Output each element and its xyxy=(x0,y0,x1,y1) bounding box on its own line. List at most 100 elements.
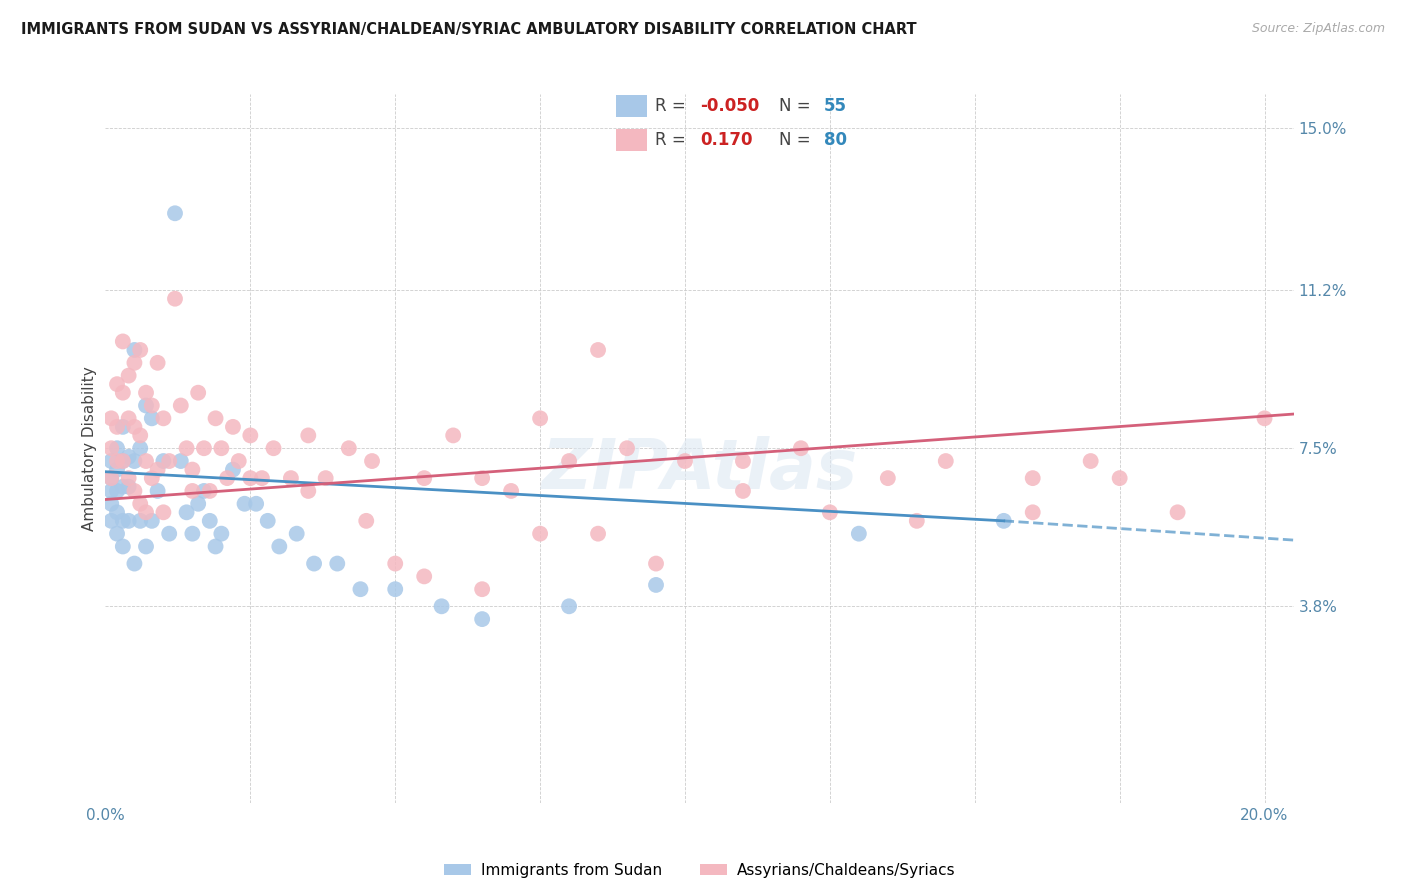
Point xyxy=(146,356,169,370)
Point xyxy=(384,582,406,597)
Point xyxy=(198,483,221,498)
Point xyxy=(529,411,551,425)
Text: R =: R = xyxy=(655,131,702,149)
Text: 0.170: 0.170 xyxy=(700,131,752,149)
Point xyxy=(135,385,157,400)
Point xyxy=(124,343,146,357)
Bar xyxy=(616,95,647,118)
Point xyxy=(170,399,193,413)
Point xyxy=(181,526,204,541)
Point xyxy=(124,557,146,571)
Point xyxy=(117,450,139,464)
Point xyxy=(471,612,494,626)
Point xyxy=(1167,505,1189,519)
Point xyxy=(731,483,754,498)
Point xyxy=(471,471,494,485)
Text: Source: ZipAtlas.com: Source: ZipAtlas.com xyxy=(1251,22,1385,36)
Bar xyxy=(616,128,647,152)
Point xyxy=(586,526,609,541)
Point xyxy=(384,557,406,571)
Point xyxy=(100,514,122,528)
Point xyxy=(222,420,245,434)
Text: N =: N = xyxy=(779,97,815,115)
Point xyxy=(129,343,152,357)
Point xyxy=(222,462,245,476)
Point xyxy=(731,454,754,468)
Point xyxy=(176,505,198,519)
Point xyxy=(135,540,157,554)
Point xyxy=(263,442,285,456)
Point xyxy=(302,557,325,571)
Point xyxy=(349,582,371,597)
Point xyxy=(129,497,152,511)
Point xyxy=(105,420,128,434)
Point xyxy=(193,483,215,498)
Point xyxy=(198,514,221,528)
Point xyxy=(129,442,152,456)
Point xyxy=(905,514,928,528)
Point xyxy=(100,442,122,456)
Point xyxy=(217,471,239,485)
Point xyxy=(558,454,581,468)
Point xyxy=(100,483,122,498)
Point xyxy=(315,471,337,485)
Point xyxy=(135,454,157,468)
Point xyxy=(1108,471,1130,485)
Point xyxy=(616,442,638,456)
Point xyxy=(111,514,134,528)
Point xyxy=(441,428,464,442)
Point xyxy=(876,471,898,485)
Point xyxy=(129,428,152,442)
Point xyxy=(1022,471,1045,485)
Point xyxy=(233,497,256,511)
Point xyxy=(285,526,308,541)
Point xyxy=(111,540,134,554)
Point xyxy=(256,514,278,528)
Point xyxy=(152,411,174,425)
Point xyxy=(326,557,349,571)
Point xyxy=(181,462,204,476)
Point xyxy=(586,343,609,357)
Text: IMMIGRANTS FROM SUDAN VS ASSYRIAN/CHALDEAN/SYRIAC AMBULATORY DISABILITY CORRELAT: IMMIGRANTS FROM SUDAN VS ASSYRIAN/CHALDE… xyxy=(21,22,917,37)
Point xyxy=(204,540,226,554)
Point xyxy=(105,462,128,476)
Point xyxy=(129,514,152,528)
Point xyxy=(239,428,262,442)
Point xyxy=(117,411,139,425)
Point xyxy=(269,540,291,554)
Point xyxy=(645,578,668,592)
Point xyxy=(673,454,696,468)
Point xyxy=(157,454,180,468)
Point xyxy=(111,480,134,494)
Point xyxy=(501,483,523,498)
Text: R =: R = xyxy=(655,97,692,115)
Point xyxy=(100,411,122,425)
Point xyxy=(187,497,209,511)
Point xyxy=(430,599,453,614)
Text: N =: N = xyxy=(779,131,815,149)
Point xyxy=(105,483,128,498)
Point xyxy=(239,471,262,485)
Point xyxy=(141,514,163,528)
Point xyxy=(163,206,186,220)
Point xyxy=(100,471,122,485)
Point xyxy=(124,420,146,434)
Point xyxy=(124,356,146,370)
Point xyxy=(558,599,581,614)
Point xyxy=(993,514,1015,528)
Point xyxy=(209,442,232,456)
Point xyxy=(471,582,494,597)
Point xyxy=(413,471,436,485)
Point xyxy=(111,385,134,400)
Point xyxy=(152,454,174,468)
Point xyxy=(170,454,193,468)
Point xyxy=(141,411,163,425)
Point xyxy=(529,526,551,541)
Point xyxy=(790,442,813,456)
Point xyxy=(117,368,139,383)
Point xyxy=(818,505,841,519)
Point xyxy=(228,454,250,468)
Point xyxy=(117,514,139,528)
Point xyxy=(105,505,128,519)
Point xyxy=(146,462,169,476)
